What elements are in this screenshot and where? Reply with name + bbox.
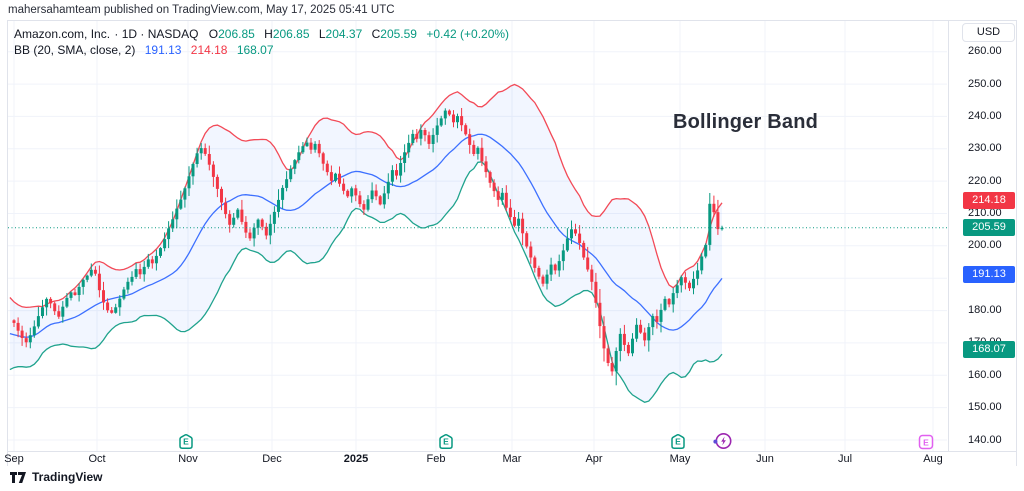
symbol-name: Amazon.com, Inc. xyxy=(14,27,111,41)
tradingview-logo-text: TradingView xyxy=(32,470,103,484)
time-axis-label-apr: Apr xyxy=(585,453,603,465)
bb-fill-area xyxy=(9,84,722,403)
tradingview-logo-icon xyxy=(10,471,26,483)
bb-upper-line xyxy=(9,83,723,309)
earnings-marker-icon[interactable]: E xyxy=(178,433,194,455)
price-tick-label: 220.00 xyxy=(968,174,1002,187)
earnings-marker-icon[interactable]: E xyxy=(670,433,686,455)
time-axis-label-jun: Jun xyxy=(756,453,774,465)
chart-card: Amazon.com, Inc. · 1D · NASDAQ O206.85 H… xyxy=(4,20,1017,466)
last-price-label: 205.59 xyxy=(963,219,1015,237)
bb-basis-line xyxy=(9,133,723,338)
bb-lower-value: 168.07 xyxy=(236,43,274,57)
upcoming-earnings-marker-icon[interactable]: E xyxy=(918,434,934,455)
time-axis-label-2025: 2025 xyxy=(343,453,369,465)
price-axis[interactable]: USD 260.00 250.00 240.00 230.00 220.00 210.00… xyxy=(948,21,1016,451)
change-value: +0.42 (+0.20%) xyxy=(426,27,510,41)
price-tick-label: 180.00 xyxy=(968,304,1002,317)
chart-legend[interactable]: Amazon.com, Inc. · 1D · NASDAQ O206.85 H… xyxy=(14,26,509,58)
time-axis[interactable]: Sep Oct Nov Dec 2025 Feb Mar Apr May Jun Jul Aug xyxy=(4,451,1016,466)
lower-band-price-label: 168.07 xyxy=(963,340,1015,358)
alert-marker-icon[interactable] xyxy=(712,431,733,456)
price-tick-label: 150.00 xyxy=(968,401,1002,414)
attribution-text: mahersahamteam published on TradingView.… xyxy=(8,4,395,16)
ohlc-open-value: 206.85 xyxy=(218,27,255,41)
ohlc-low-value: 204.37 xyxy=(325,27,363,41)
price-tick-label: 200.00 xyxy=(968,239,1002,252)
currency-button[interactable]: USD xyxy=(962,23,1015,42)
time-axis-label-dec: Dec xyxy=(262,453,282,465)
symbol-legend-row[interactable]: Amazon.com, Inc. · 1D · NASDAQ O206.85 H… xyxy=(14,26,509,42)
indicator-name: BB (20, SMA, close, 2) xyxy=(14,43,136,57)
ohlc-high-label: H xyxy=(264,27,273,41)
time-axis-label-nov: Nov xyxy=(178,453,198,465)
ohlc-close-value: 205.59 xyxy=(380,27,417,41)
earnings-marker-icon[interactable]: E xyxy=(438,433,454,455)
svg-text:E: E xyxy=(443,437,449,447)
symbol-meta: · 1D · NASDAQ xyxy=(114,27,199,41)
bb-upper-value: 214.18 xyxy=(190,43,228,57)
time-axis-label-oct: Oct xyxy=(88,453,106,465)
time-axis-label-sep: Sep xyxy=(4,453,24,465)
chart-annotation-title: Bollinger Band xyxy=(673,111,819,133)
basis-band-price-label: 191.13 xyxy=(963,266,1015,283)
candlestick-series xyxy=(12,108,724,386)
svg-text:E: E xyxy=(675,437,681,447)
price-tick-label: 230.00 xyxy=(968,142,1002,155)
indicator-legend-row[interactable]: BB (20, SMA, close, 2) 191.13 214.18 168… xyxy=(14,42,509,58)
bb-lower-line xyxy=(9,161,723,404)
time-axis-label-aug: Aug xyxy=(923,453,943,465)
price-tick-label: 140.00 xyxy=(968,433,1002,446)
time-axis-label-mar: Mar xyxy=(502,453,522,465)
ohlc-low-label: L xyxy=(318,27,326,41)
price-chart[interactable] xyxy=(8,21,947,451)
svg-text:E: E xyxy=(923,438,929,448)
ohlc-high-value: 206.85 xyxy=(272,27,310,41)
time-axis-label-feb: Feb xyxy=(426,453,446,465)
svg-text:E: E xyxy=(183,437,189,447)
upper-band-price-label: 214.18 xyxy=(963,191,1015,209)
tradingview-attribution[interactable]: TradingView xyxy=(10,470,102,484)
price-tick-label: 240.00 xyxy=(968,109,1002,122)
ohlc-open-label: O xyxy=(208,27,219,41)
price-tick-label: 210.00 xyxy=(968,207,1002,219)
price-tick-label: 260.00 xyxy=(968,45,1002,58)
ohlc-close-label: C xyxy=(371,27,381,41)
bb-basis-value: 191.13 xyxy=(144,43,182,57)
time-axis-label-may: May xyxy=(669,453,691,465)
price-tick-label: 250.00 xyxy=(968,77,1002,90)
price-tick-label: 160.00 xyxy=(968,368,1002,381)
time-axis-label-jul: Jul xyxy=(837,453,853,465)
